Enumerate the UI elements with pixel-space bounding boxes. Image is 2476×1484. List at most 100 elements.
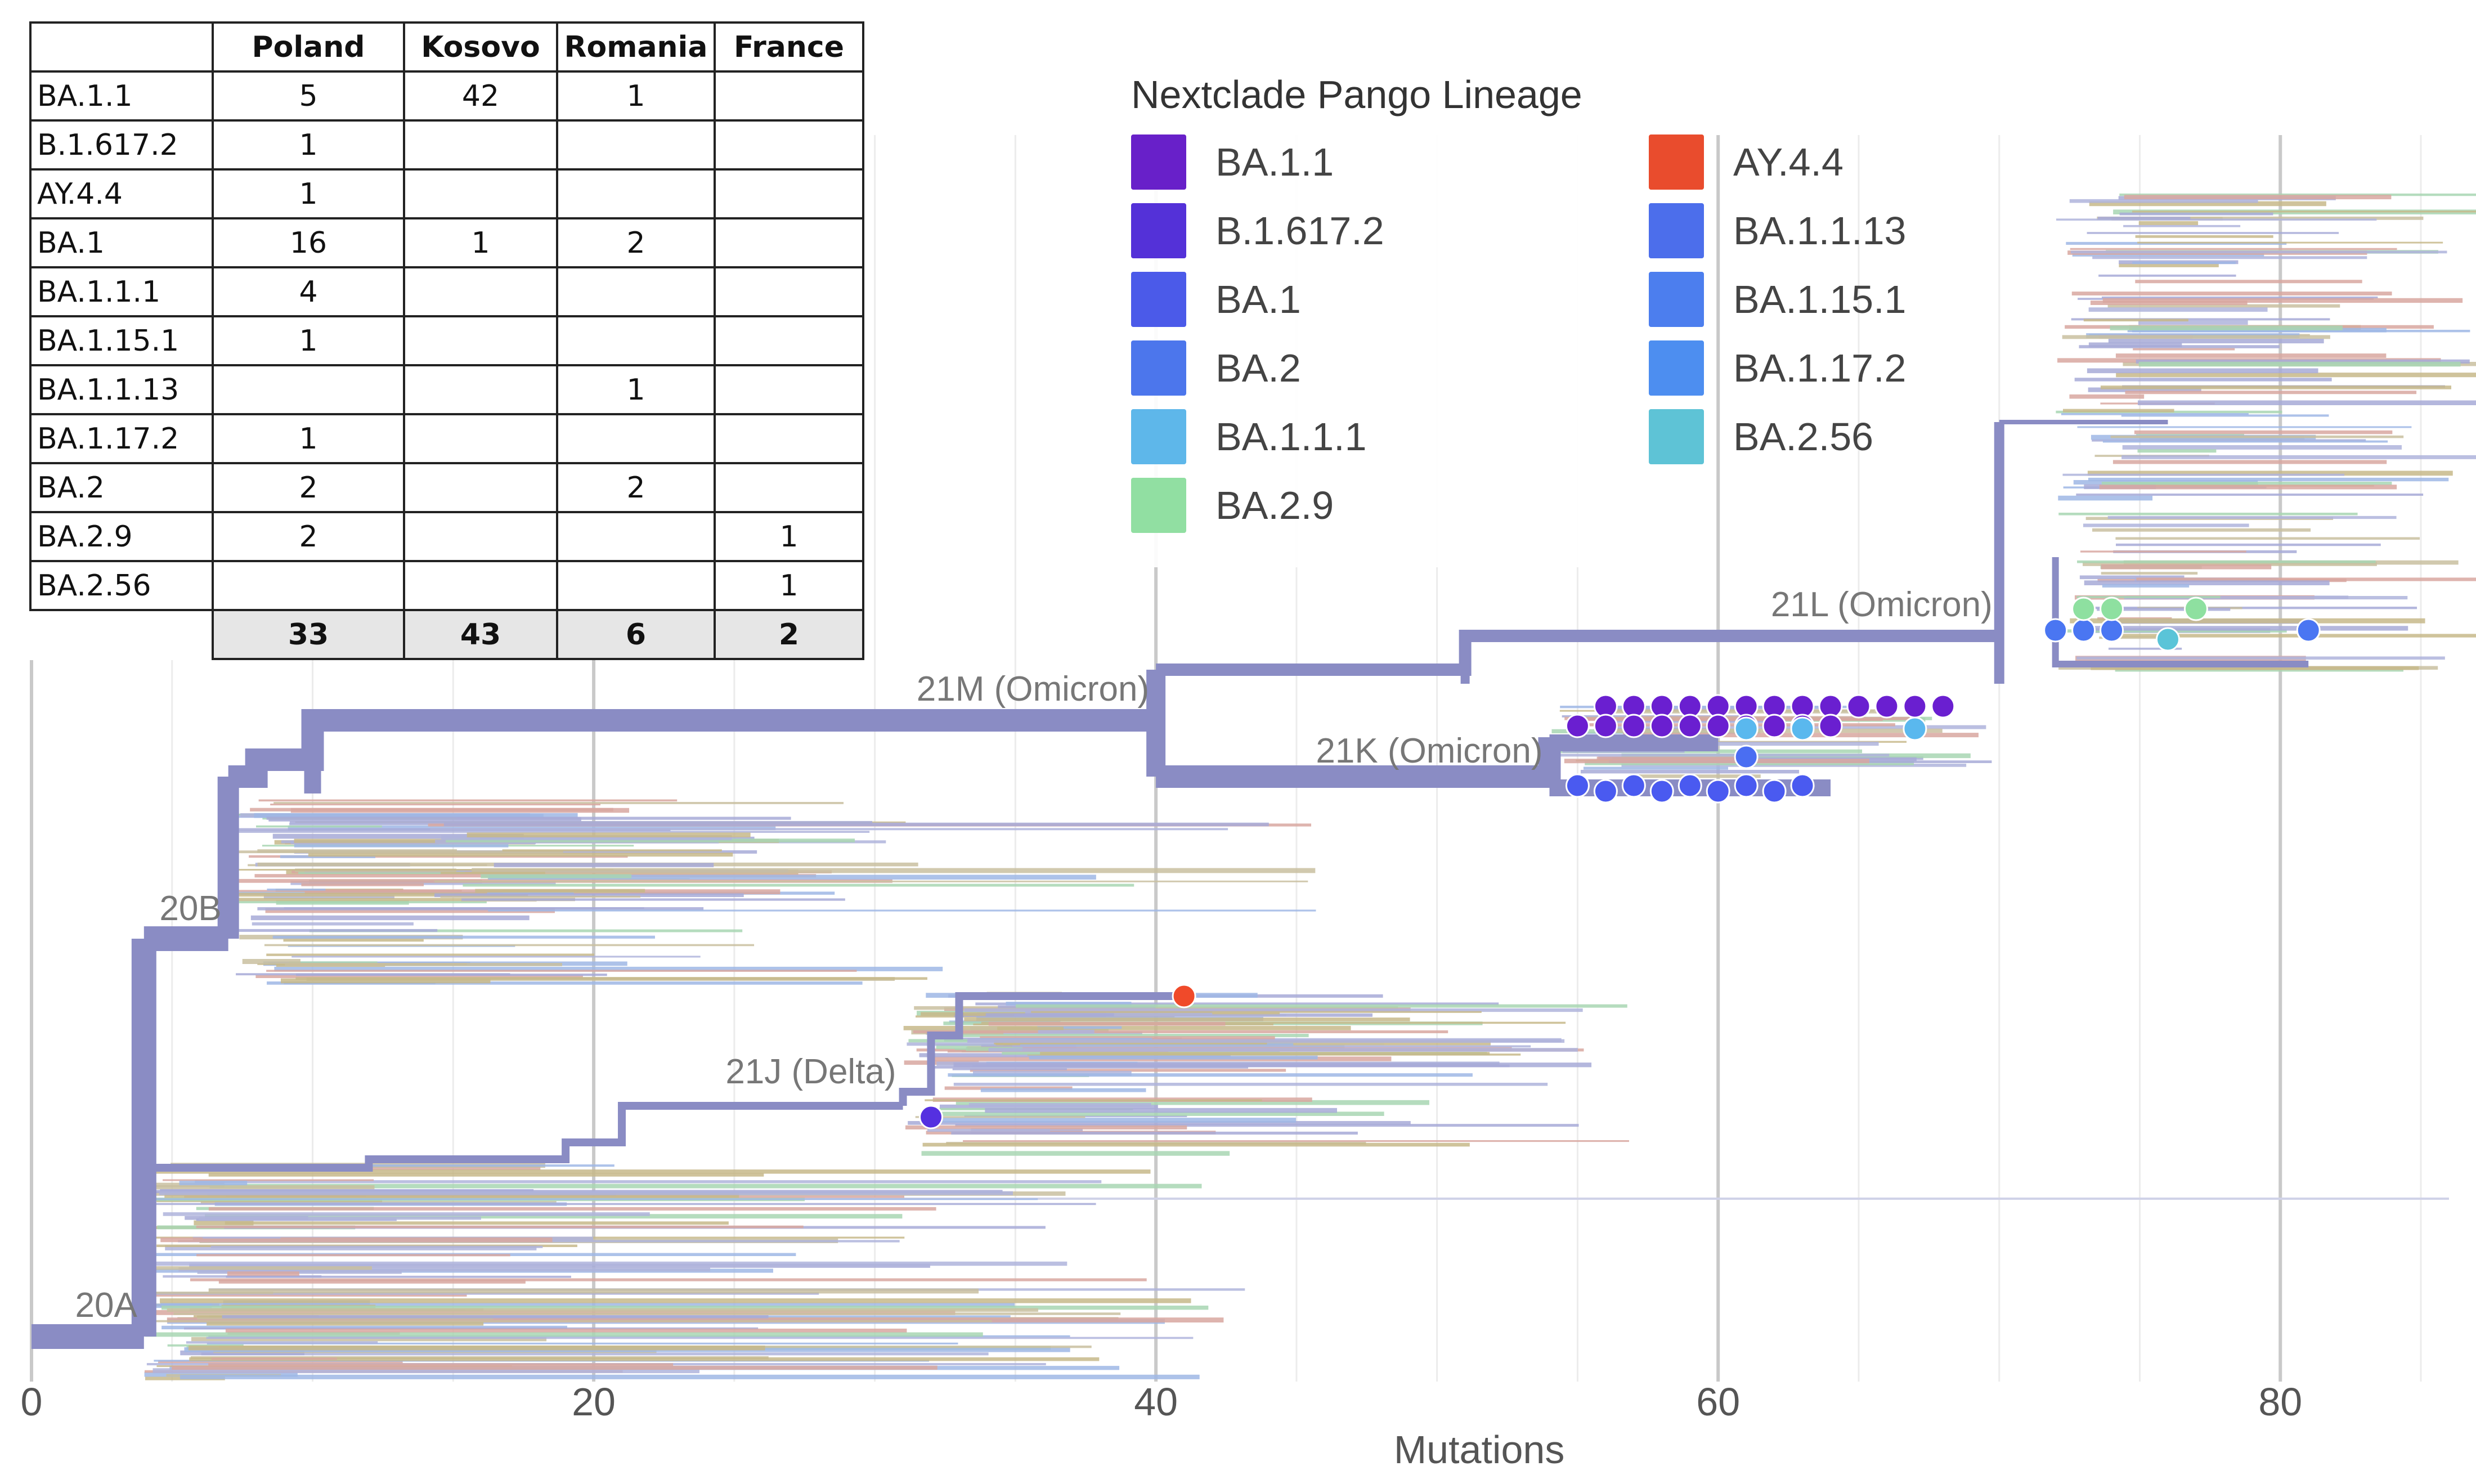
tip-marker	[1903, 716, 1927, 741]
table-cell	[403, 364, 558, 415]
legend-item[interactable]: BA.1.1	[1131, 133, 1649, 191]
tip-marker	[2155, 627, 2180, 652]
table-cell	[714, 315, 864, 366]
table-header-row: Poland Kosovo Romania France	[29, 21, 864, 73]
tip-marker	[1593, 714, 1618, 738]
tip-marker	[1790, 716, 1815, 741]
table-row: BA.1 16 1 2	[29, 217, 864, 268]
clade-label: 21K (Omicron)	[1316, 732, 1542, 770]
table-cell-lineage: BA.2.56	[29, 560, 214, 611]
table-cell: 1	[212, 315, 405, 366]
table-cell-blank	[30, 609, 214, 659]
legend-label: BA.2.9	[1215, 483, 1334, 527]
legend-label: BA.1.1.13	[1733, 209, 1907, 253]
table-row: B.1.617.2 1	[29, 119, 864, 171]
x-tick-label: 0	[21, 1380, 43, 1424]
legend-swatch	[1649, 134, 1704, 190]
table-header-corner	[29, 21, 214, 73]
table-row: BA.1.15.1 1	[29, 315, 864, 366]
tip-marker	[1762, 714, 1787, 738]
table-cell	[714, 70, 864, 122]
tip-marker	[2100, 597, 2124, 621]
tip-marker	[1621, 714, 1646, 738]
table-row: BA.2 2 2	[29, 462, 864, 513]
legend-item[interactable]: B.1.617.2	[1131, 201, 1649, 260]
legend-label: BA.1.15.1	[1733, 277, 1907, 321]
table-total-poland: 33	[212, 609, 405, 660]
tip-marker	[1706, 714, 1730, 738]
table-cell-lineage: BA.1.17.2	[29, 413, 214, 464]
tip-marker	[1931, 694, 1955, 719]
table-header-kosovo: Kosovo	[403, 21, 558, 73]
branch-21M	[228, 709, 1156, 788]
table-cell	[556, 560, 716, 611]
tip-marker	[1846, 694, 1871, 719]
legend-item[interactable]: BA.1.1.1	[1131, 407, 1649, 466]
clade-label: 21M (Omicron)	[917, 670, 1149, 709]
legend-item[interactable]: BA.2.9	[1131, 476, 1649, 535]
legend-item[interactable]: BA.1.15.1	[1649, 270, 1941, 329]
clade-labels: 20A 20B 21J (Delta) 21M (Omicron) 21K (Omicr…	[75, 585, 1992, 1325]
legend-swatch	[1131, 272, 1186, 327]
table-cell	[556, 511, 716, 562]
tip-marker	[2183, 597, 2208, 621]
table-cell	[556, 413, 716, 464]
table-cell	[212, 560, 405, 611]
table-total-kosovo: 43	[403, 609, 558, 660]
tip-marker	[2296, 618, 2321, 643]
table-cell-lineage: BA.2.9	[29, 511, 214, 562]
tip-marker	[1790, 773, 1815, 798]
tip-marker	[1762, 779, 1787, 804]
legend-item[interactable]: BA.1.17.2	[1649, 339, 1941, 397]
table-cell: 42	[403, 70, 558, 122]
legend-swatch	[1131, 340, 1186, 396]
table-total-romania: 6	[556, 609, 716, 660]
x-axis-label: Mutations	[1394, 1428, 1564, 1472]
table-cell	[403, 119, 558, 171]
table-cell	[714, 217, 864, 268]
tip-marker	[1565, 773, 1590, 798]
tip-marker	[2071, 597, 2096, 621]
legend-label: BA.1.1.1	[1215, 415, 1367, 459]
tree-background-branches	[144, 193, 2476, 1380]
table-cell: 2	[556, 217, 716, 268]
table-cell	[714, 119, 864, 171]
tip-marker	[1903, 694, 1927, 719]
tip-marker	[2100, 618, 2124, 643]
legend-label: AY.4.4	[1733, 140, 1843, 184]
country-lineage-table: Poland Kosovo Romania France BA.1.1 5 42 1 …	[29, 21, 864, 660]
tip-marker	[1172, 984, 1196, 1008]
table-row: BA.1.1 5 42 1	[29, 70, 864, 122]
table-cell: 5	[212, 70, 405, 122]
table-header-france: France	[714, 21, 864, 73]
table-cell	[403, 315, 558, 366]
tip-marker	[1621, 773, 1646, 798]
legend-item[interactable]: BA.2.56	[1649, 407, 1941, 466]
table-cell: 1	[212, 168, 405, 219]
table-cell	[714, 266, 864, 317]
legend-item[interactable]: BA.2	[1131, 339, 1649, 397]
table-cell: 2	[556, 462, 716, 513]
table-row: BA.2.9 2 1	[29, 511, 864, 562]
table-cell	[403, 413, 558, 464]
legend-item[interactable]: AY.4.4	[1649, 133, 1941, 191]
table-cell-lineage: BA.1	[29, 217, 214, 268]
legend-label: B.1.617.2	[1215, 209, 1384, 253]
branch-21J	[143, 1102, 903, 1172]
legend-grid: BA.1.1 AY.4.4 B.1.617.2 BA.1.1.13 BA.1 BA.1.1…	[1131, 133, 1906, 535]
table-cell-lineage: BA.1.1.1	[29, 266, 214, 317]
legend-item[interactable]: BA.1	[1131, 270, 1649, 329]
legend-swatch	[1131, 134, 1186, 190]
table-row: BA.2.56 1	[29, 560, 864, 611]
table-cell-lineage: B.1.617.2	[29, 119, 214, 171]
table-header-poland: Poland	[212, 21, 405, 73]
table-cell	[714, 364, 864, 415]
legend-label: BA.2.56	[1733, 415, 1874, 459]
tip-marker	[1734, 773, 1759, 798]
legend: Nextclade Pango Lineage BA.1.1 AY.4.4 B.1.…	[1131, 72, 1906, 567]
legend-item[interactable]: BA.1.1.13	[1649, 201, 1941, 260]
table-cell-lineage: AY.4.4	[29, 168, 214, 219]
tip-marker	[1593, 779, 1618, 804]
tip-marker	[1649, 779, 1674, 804]
